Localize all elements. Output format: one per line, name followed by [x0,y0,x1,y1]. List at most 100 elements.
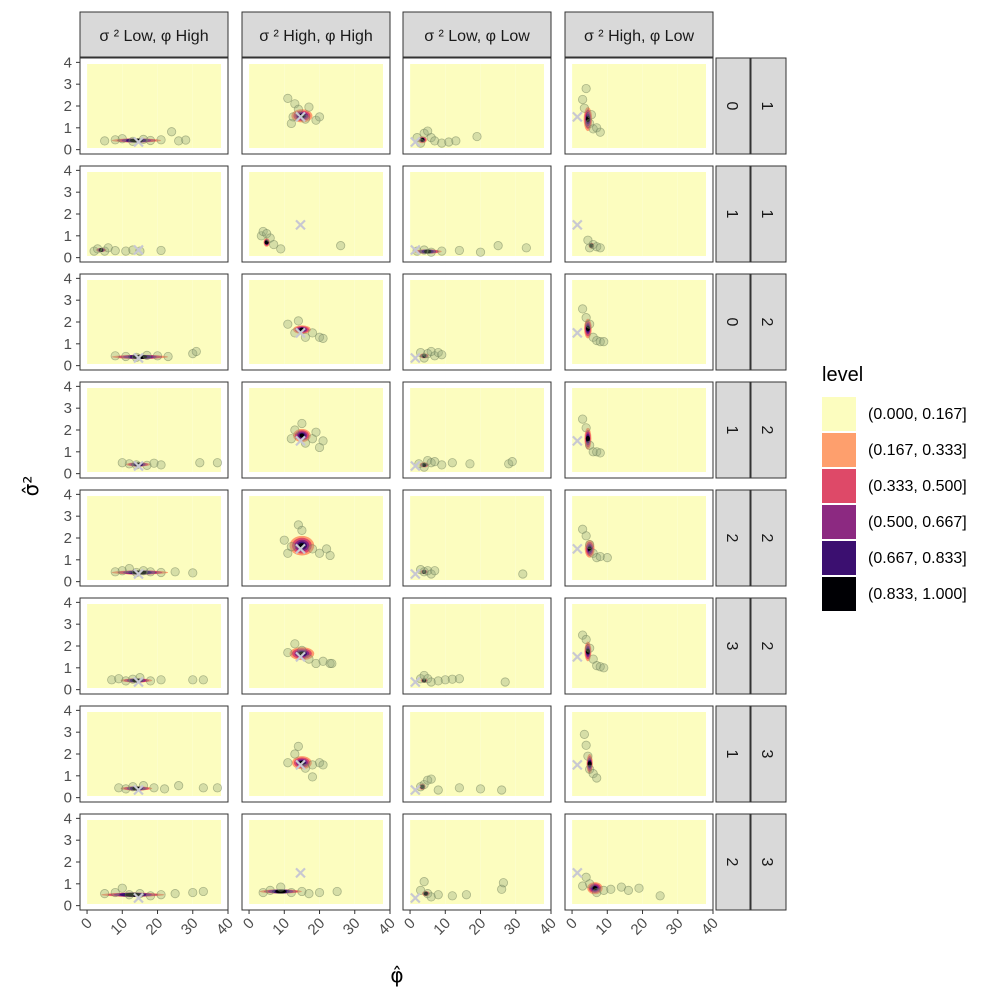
facet-panel [402,489,552,587]
facet-panel [402,273,552,371]
estimate-point [465,459,475,469]
estimate-point [314,548,325,558]
y-tick-label: 0 [64,358,72,375]
y-tick-label: 1 [64,444,72,461]
x-tick-label: 10 [269,915,293,939]
true-value-marker [133,460,144,472]
facet-panel [402,381,552,479]
estimate-point [426,458,436,468]
density-background [572,172,706,256]
estimate-point [124,890,134,900]
estimate-point [121,676,131,686]
x-tick-label: 0 [78,915,96,933]
density-background [410,496,544,580]
y-tick-label: 4 [64,702,72,719]
estimate-point [595,662,605,672]
density-background [410,64,544,148]
y-tick-label: 3 [64,616,72,633]
density-background [572,496,706,580]
estimate-point [304,889,314,899]
estimate-point [159,784,170,794]
y-tick-label: 2 [64,854,72,871]
legend-label: (0.167, 0.333] [868,442,967,459]
row-strip-2 [750,57,787,155]
estimate-point [93,244,103,254]
y-tick-label: 3 [64,508,72,525]
x-tick-label: 40 [536,915,560,939]
estimate-point [283,93,293,103]
estimate-point [188,675,198,685]
density-contours [584,318,592,339]
estimate-point [318,436,328,446]
legend-swatch [822,505,856,539]
row-strip-1-label: 1 [723,210,740,219]
density-background [87,820,221,904]
density-background [410,712,544,796]
column-strip [79,11,229,58]
estimate-point [595,127,605,137]
estimate-point [198,783,208,793]
row-strip-2-label: 2 [758,426,775,435]
estimate-point [433,890,443,900]
row-strip-2 [750,813,787,911]
row-strip-2 [750,381,787,479]
estimate-point [518,569,528,579]
estimate-point [283,319,293,329]
estimate-point [585,879,595,889]
row-strip-2-label: 3 [758,858,775,867]
estimate-point [586,110,597,120]
estimate-point [297,886,307,897]
estimate-point [437,460,447,470]
x-tick-label: 30 [178,915,202,939]
estimate-point [138,134,149,144]
density-background [410,280,544,364]
y-tick-label: 4 [64,378,72,395]
legend-swatch [822,577,856,611]
estimate-point [318,760,328,770]
column-strip [241,11,391,58]
estimate-point [595,448,605,458]
estimate-point [314,887,325,898]
estimate-point [599,663,609,673]
estimate-point [117,458,127,468]
row-strips: 0 1 1 1 0 2 1 2 2 2 3 2 1 3 2 3 [715,57,787,911]
estimate-point [152,351,163,361]
facet-panel [79,489,229,587]
column-strip [402,11,552,58]
estimate-point [592,553,602,563]
y-tick-label: 2 [64,746,72,763]
estimate-point [156,675,166,685]
row-strip-1-label: 1 [723,750,740,759]
density-background [572,712,706,796]
estimate-point [149,458,159,468]
x-tick-label: 20 [628,915,652,939]
panels-group [79,57,714,911]
estimate-point [585,539,595,550]
row-strip-2 [750,273,787,371]
estimate-point [293,316,303,326]
legend-swatch [822,433,856,467]
density-background [249,496,383,580]
estimate-point [592,773,602,783]
x-tick-label: 10 [430,915,454,939]
facet-panel [79,57,229,155]
estimate-point [416,674,426,684]
estimate-point [114,674,124,684]
estimate-point [447,674,457,684]
facet-panel [402,57,552,155]
row-strip-1 [715,489,751,587]
estimate-point [293,104,303,114]
column-strip-label: σ ² High, φ Low [584,28,695,45]
estimate-point [440,675,450,685]
estimate-point [156,460,166,470]
true-value-marker [410,676,421,688]
density-background [572,388,706,472]
estimate-point [585,118,595,129]
estimate-point [419,877,429,887]
true-value-marker [410,460,421,472]
estimate-point [100,246,110,256]
density-level-5 [424,249,432,254]
estimate-point [311,115,321,125]
facet-panel [402,705,552,803]
